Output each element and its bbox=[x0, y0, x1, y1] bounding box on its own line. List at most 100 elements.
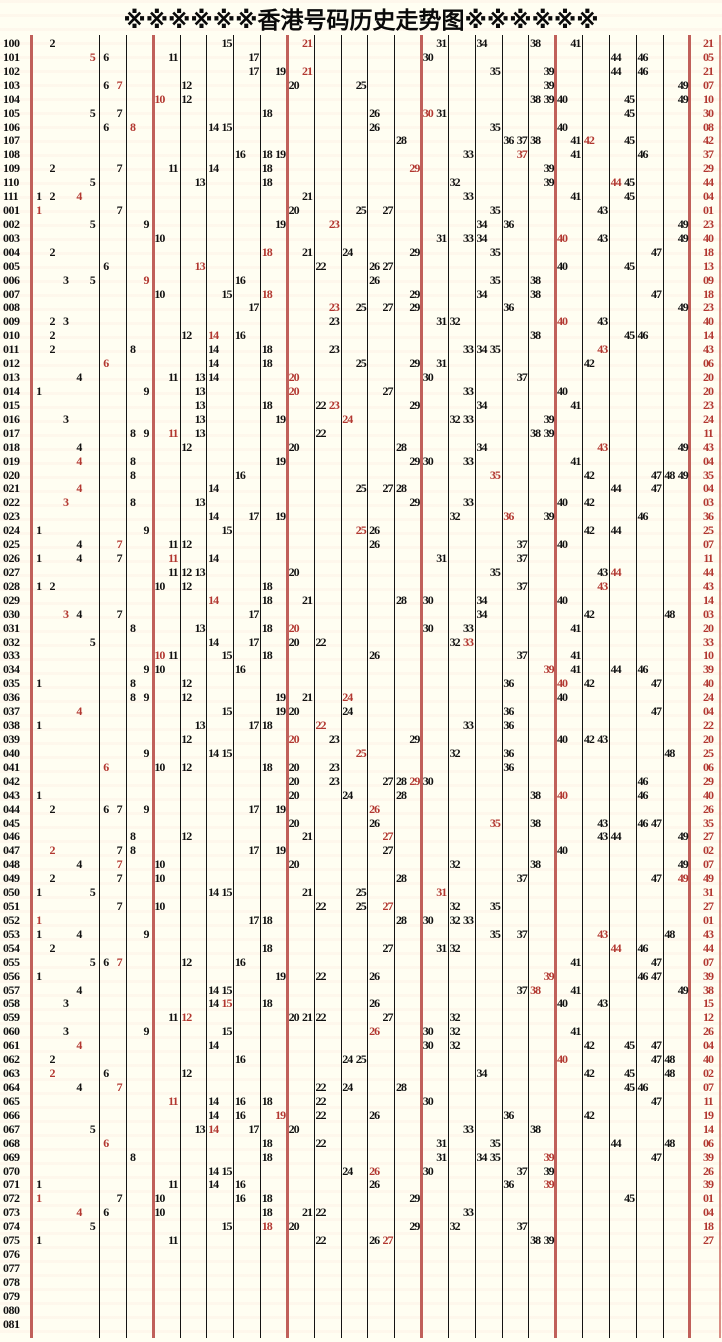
row-label: 056 bbox=[3, 968, 20, 983]
number-cell: 18 bbox=[261, 147, 273, 162]
number-cell: 22 bbox=[315, 968, 326, 983]
number-cell: 26 bbox=[369, 537, 380, 552]
number-cell: 10 bbox=[154, 578, 165, 593]
number-cell: 14 bbox=[208, 509, 219, 524]
special-column-value: 37 bbox=[703, 147, 714, 162]
number-cell: 16 bbox=[234, 328, 246, 343]
row-label: 058 bbox=[3, 996, 20, 1011]
number-cell: 45 bbox=[624, 175, 635, 190]
number-cell: 18 bbox=[261, 1205, 273, 1220]
column-grid-line bbox=[582, 35, 584, 1338]
number-cell: 9 bbox=[143, 523, 149, 538]
number-cell: 39 bbox=[543, 425, 555, 440]
number-cell: 3 bbox=[62, 411, 69, 426]
number-cell: 15 bbox=[221, 1024, 233, 1039]
number-cell: 31 bbox=[436, 314, 447, 329]
special-column-value: 20 bbox=[703, 370, 714, 385]
number-cell: 12 bbox=[181, 690, 192, 705]
number-cell: 35 bbox=[489, 564, 501, 579]
special-number-cell: 2 bbox=[49, 1066, 56, 1081]
row-label: 003 bbox=[3, 230, 20, 245]
number-cell: 26 bbox=[369, 968, 380, 983]
number-cell: 20 bbox=[288, 773, 300, 788]
number-cell: 42 bbox=[583, 467, 595, 482]
row-label: 063 bbox=[3, 1066, 20, 1081]
row-label: 023 bbox=[3, 509, 20, 524]
decade-separator-line bbox=[688, 35, 692, 1338]
special-column-value: 26 bbox=[703, 1024, 714, 1039]
special-number-cell: 3 bbox=[62, 606, 69, 621]
number-cell: 48 bbox=[664, 1135, 675, 1150]
special-number-cell: 43 bbox=[597, 439, 608, 454]
special-column-value: 40 bbox=[703, 1052, 714, 1067]
number-cell: 1 bbox=[36, 718, 42, 733]
number-cell: 44 bbox=[610, 63, 622, 78]
number-cell: 24 bbox=[342, 704, 353, 719]
number-cell: 2 bbox=[49, 314, 56, 329]
number-cell: 25 bbox=[355, 300, 367, 315]
number-cell: 44 bbox=[610, 662, 622, 677]
number-cell: 34 bbox=[476, 397, 487, 412]
number-cell: 19 bbox=[275, 801, 286, 816]
special-number-cell: 10 bbox=[154, 91, 165, 106]
special-number-cell: 30 bbox=[422, 105, 434, 120]
number-cell: 35 bbox=[489, 1149, 501, 1164]
number-cell: 10 bbox=[154, 286, 165, 301]
special-column-value: 35 bbox=[703, 815, 714, 830]
number-cell: 12 bbox=[181, 759, 192, 774]
special-column-value: 43 bbox=[703, 926, 714, 941]
number-cell: 14 bbox=[208, 551, 219, 566]
row-label: 101 bbox=[3, 49, 20, 64]
number-cell: 5 bbox=[89, 885, 96, 900]
number-cell: 47 bbox=[650, 676, 662, 691]
special-number-cell: 40 bbox=[557, 230, 568, 245]
row-label: 032 bbox=[3, 634, 20, 649]
number-cell: 12 bbox=[181, 564, 192, 579]
special-column-value: 11 bbox=[703, 551, 713, 566]
number-cell: 28 bbox=[395, 773, 407, 788]
special-column-value: 38 bbox=[703, 982, 714, 997]
number-cell: 45 bbox=[624, 1038, 635, 1053]
number-cell: 18 bbox=[261, 578, 273, 593]
number-cell: 7 bbox=[116, 899, 123, 914]
row-label: 042 bbox=[3, 773, 20, 788]
number-cell: 37 bbox=[516, 1219, 528, 1234]
special-number-cell: 27 bbox=[382, 899, 394, 914]
row-label: 021 bbox=[3, 481, 20, 496]
row-label: 002 bbox=[3, 216, 20, 231]
row-label: 055 bbox=[3, 954, 20, 969]
special-number-cell: 33 bbox=[463, 634, 474, 649]
special-number-cell: 9 bbox=[143, 272, 149, 287]
number-cell: 26 bbox=[369, 523, 380, 538]
number-cell: 25 bbox=[355, 885, 367, 900]
row-label: 069 bbox=[3, 1149, 20, 1164]
column-grid-line bbox=[206, 35, 208, 1338]
number-cell: 49 bbox=[677, 439, 689, 454]
number-cell: 8 bbox=[130, 843, 136, 858]
row-label: 047 bbox=[3, 843, 20, 858]
number-cell: 14 bbox=[208, 745, 219, 760]
number-cell: 1 bbox=[36, 578, 42, 593]
right-edge-line bbox=[719, 35, 721, 1338]
number-cell: 42 bbox=[583, 1038, 595, 1053]
special-number-cell: 43 bbox=[597, 342, 608, 357]
number-cell: 30 bbox=[422, 773, 434, 788]
special-column-value: 01 bbox=[703, 1191, 714, 1206]
special-number-cell: 18 bbox=[261, 244, 273, 259]
row-label: 072 bbox=[3, 1191, 20, 1206]
number-cell: 38 bbox=[530, 286, 541, 301]
number-cell: 49 bbox=[677, 216, 689, 231]
number-cell: 19 bbox=[275, 843, 286, 858]
number-cell: 23 bbox=[328, 342, 340, 357]
special-column-value: 01 bbox=[703, 912, 714, 927]
number-cell: 32 bbox=[449, 745, 461, 760]
number-cell: 22 bbox=[315, 425, 326, 440]
number-cell: 43 bbox=[597, 829, 608, 844]
number-cell: 33 bbox=[463, 912, 474, 927]
number-cell: 6 bbox=[103, 49, 109, 64]
number-cell: 46 bbox=[637, 328, 649, 343]
number-cell: 36 bbox=[503, 1107, 514, 1122]
row-label: 111 bbox=[3, 189, 19, 204]
special-column-value: 14 bbox=[703, 592, 714, 607]
special-number-cell: 11 bbox=[168, 425, 178, 440]
